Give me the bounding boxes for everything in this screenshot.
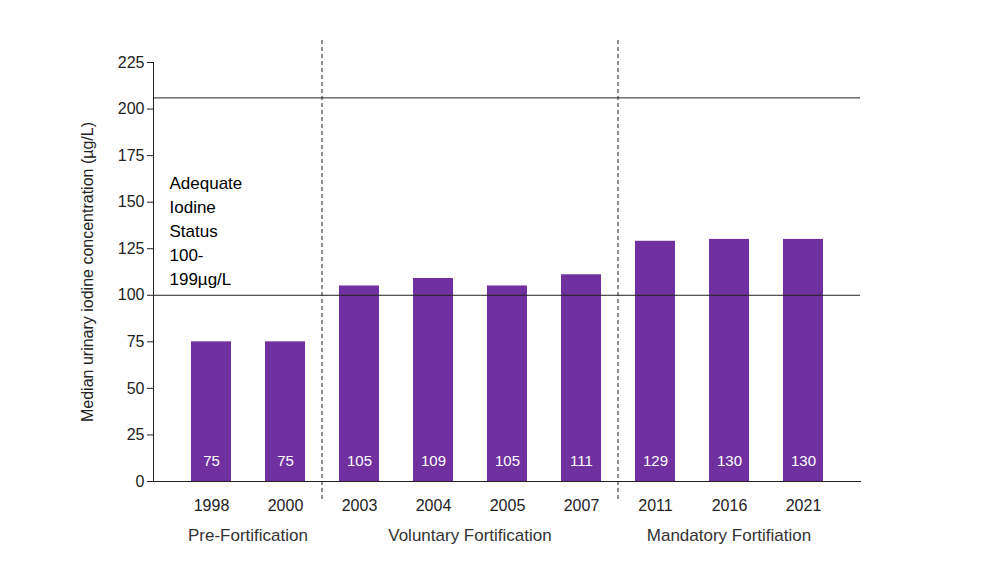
svg-text:2021: 2021 (786, 497, 822, 514)
svg-text:130: 130 (791, 452, 816, 469)
svg-text:2011: 2011 (638, 497, 673, 514)
svg-text:2000: 2000 (268, 497, 304, 514)
svg-text:150: 150 (118, 193, 145, 210)
svg-text:2004: 2004 (416, 497, 452, 514)
svg-text:1998: 1998 (194, 497, 230, 514)
svg-text:2016: 2016 (712, 497, 748, 514)
svg-text:0: 0 (136, 473, 145, 490)
svg-text:Mandatory Fortifiation: Mandatory Fortifiation (647, 526, 811, 545)
svg-text:130: 130 (717, 452, 742, 469)
svg-text:2005: 2005 (490, 497, 526, 514)
svg-text:Voluntary Fortification: Voluntary Fortification (388, 526, 551, 545)
svg-text:75: 75 (277, 452, 294, 469)
svg-text:125: 125 (118, 240, 145, 257)
svg-text:50: 50 (127, 380, 145, 397)
svg-text:2003: 2003 (342, 497, 378, 514)
svg-text:225: 225 (118, 54, 145, 71)
svg-text:105: 105 (347, 452, 372, 469)
svg-text:75: 75 (203, 452, 220, 469)
svg-text:75: 75 (127, 333, 145, 350)
svg-text:2007: 2007 (564, 497, 600, 514)
svg-text:AdequateIodineStatus100-199µg/: AdequateIodineStatus100-199µg/L (170, 174, 243, 288)
svg-text:200: 200 (118, 100, 145, 117)
svg-text:109: 109 (421, 452, 446, 469)
svg-text:129: 129 (643, 452, 668, 469)
svg-text:105: 105 (495, 452, 520, 469)
svg-text:Pre-Fortification: Pre-Fortification (188, 526, 308, 545)
svg-text:100: 100 (118, 286, 145, 303)
svg-text:Median urinary iodine concentr: Median urinary iodine concentration (µg/… (79, 122, 96, 422)
svg-text:111: 111 (570, 452, 593, 469)
svg-text:175: 175 (118, 147, 145, 164)
svg-text:25: 25 (127, 426, 145, 443)
